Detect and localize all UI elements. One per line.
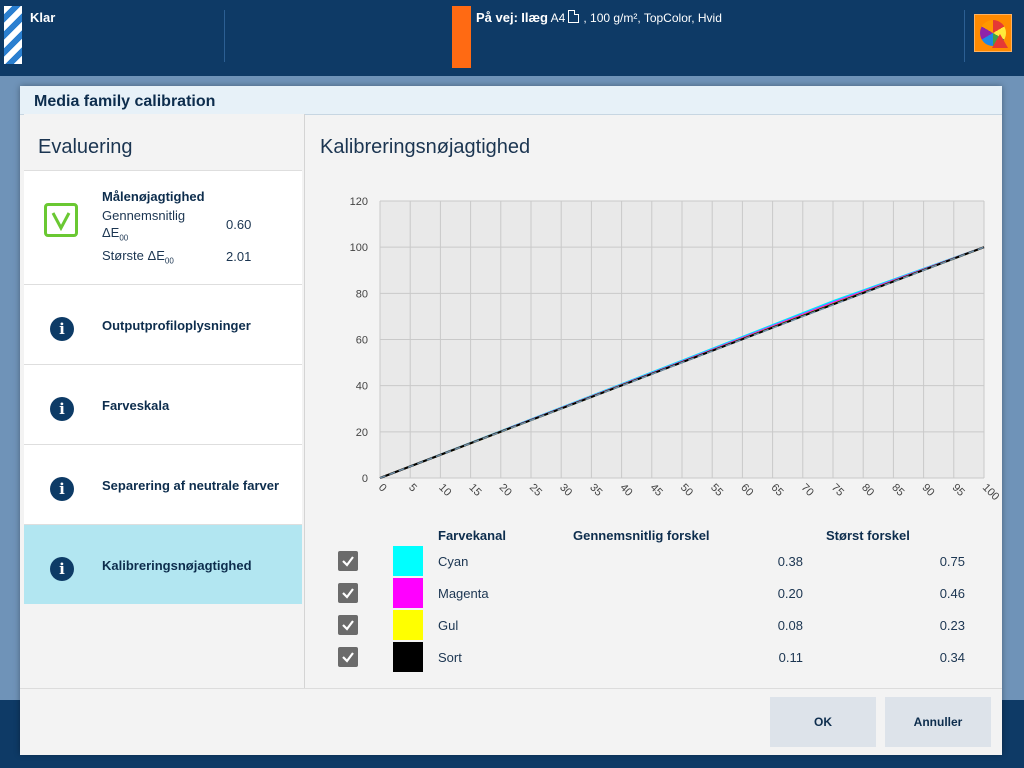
x-tick-label: 80: [859, 482, 876, 499]
x-tick-label: 70: [799, 482, 816, 499]
avg-delta-label-2: ΔE00: [102, 225, 129, 243]
check-icon: [44, 203, 78, 237]
sidebar-item-gamut[interactable]: i Farveskala: [24, 364, 302, 444]
col-header-max-diff: Størst forskel: [826, 528, 910, 543]
max-delta-label: Største ΔE00: [102, 248, 174, 266]
x-tick-label: 35: [587, 482, 604, 499]
printer-status-label: Klar: [30, 10, 56, 25]
avg-diff-value: 0.38: [777, 554, 803, 569]
channel-checkbox[interactable]: [338, 615, 358, 635]
job-details: , 100 g/m², TopColor, Hvid: [583, 11, 722, 25]
avg-diff-value: 0.08: [777, 618, 803, 633]
x-tick-label: 95: [950, 482, 967, 499]
channel-checkbox[interactable]: [338, 647, 358, 667]
sidebar-item-neutral-separation[interactable]: i Separering af neutrale farver: [24, 444, 302, 524]
top-status-bar: Klar På vej: Ilæg A4 , 100 g/m², TopColor…: [0, 0, 1024, 76]
info-icon: i: [50, 557, 74, 581]
x-tick-label: 60: [738, 482, 755, 499]
max-delta-value: 2.01: [226, 249, 252, 264]
max-diff-value: 0.34: [939, 650, 965, 665]
y-tick-label: 120: [350, 196, 368, 208]
sidebar-item-label: Separering af neutrale farver: [102, 478, 280, 493]
job-size: A4: [550, 11, 566, 25]
sidebar-heading: Evaluering: [38, 136, 133, 158]
channel-checkbox[interactable]: [338, 583, 358, 603]
max-diff-value: 0.75: [939, 554, 965, 569]
series-line: [379, 246, 985, 479]
printer-status-stripe-icon[interactable]: [4, 6, 22, 64]
dialog-footer: OK Annuller: [20, 688, 1002, 755]
channel-name: Magenta: [438, 586, 489, 601]
x-tick-label: 25: [527, 482, 544, 499]
y-tick-label: 0: [362, 473, 368, 485]
channel-name: Sort: [438, 650, 462, 665]
evaluation-sidebar: Evaluering Målenøjagtighed Gennemsnitlig…: [24, 114, 305, 688]
dialog-title-bar: Media family calibration: [20, 86, 1002, 115]
job-progress-marker: [452, 6, 471, 68]
max-diff-value: 0.46: [939, 586, 965, 601]
max-diff-value: 0.23: [939, 618, 965, 633]
divider: [964, 10, 965, 62]
content-title: Kalibreringsnøjagtighed: [320, 136, 531, 158]
x-tick-label: 40: [617, 482, 634, 499]
sidebar-item-calibration-accuracy[interactable]: i Kalibreringsnøjagtighed: [24, 524, 302, 604]
col-header-channel: Farvekanal: [438, 528, 506, 543]
y-tick-label: 40: [356, 381, 368, 393]
y-tick-label: 60: [356, 335, 368, 347]
x-tick-label: 0: [376, 482, 389, 495]
avg-diff-value: 0.11: [778, 650, 803, 665]
color-swatch: [393, 610, 423, 640]
x-tick-label: 45: [648, 482, 665, 499]
x-tick-label: 10: [436, 482, 453, 499]
y-tick-label: 20: [356, 427, 368, 439]
channel-checkbox[interactable]: [338, 551, 358, 571]
cancel-button[interactable]: Annuller: [885, 697, 991, 747]
info-icon: i: [50, 397, 74, 421]
x-tick-label: 50: [678, 482, 695, 499]
y-tick-label: 100: [350, 242, 368, 254]
x-tick-label: 5: [406, 482, 419, 495]
measurement-title: Målenøjagtighed: [102, 189, 205, 204]
y-tick-label: 80: [356, 288, 368, 300]
x-tick-label: 15: [466, 482, 483, 499]
calibration-accuracy-chart: 0 5 10 15 20 25 30 35 40 45 50 55 60 65 70 75 80 85 90 95 10…: [350, 196, 1000, 503]
color-swatch: [393, 546, 423, 576]
sidebar-item-label: Outputprofiloplysninger: [102, 318, 251, 333]
x-tick-label: 20: [497, 482, 514, 499]
document-icon: [568, 10, 580, 23]
media-family-calibration-dialog: Media family calibration Evaluering Måle…: [20, 86, 1002, 755]
x-tick-label: 100: [980, 482, 1000, 503]
sidebar-item-output-profile[interactable]: i Outputprofiloplysninger: [24, 284, 302, 364]
color-swatch: [393, 642, 423, 672]
x-tick-label: 55: [708, 482, 725, 499]
next-job-info[interactable]: På vej: Ilæg A4 , 100 g/m², TopColor, Hvi…: [476, 10, 722, 25]
x-tick-label: 75: [829, 482, 846, 499]
avg-diff-value: 0.20: [777, 586, 803, 601]
channel-name: Gul: [438, 618, 459, 633]
color-wheel-warning-icon[interactable]: [974, 14, 1012, 52]
job-prefix: På vej:: [476, 10, 518, 25]
x-tick-label: 90: [919, 482, 936, 499]
avg-delta-label: Gennemsnitlig: [102, 208, 186, 223]
sidebar-item-label: Farveskala: [102, 398, 170, 413]
color-swatch: [393, 578, 423, 608]
col-header-avg-diff: Gennemsnitlig forskel: [573, 528, 710, 543]
dialog-title: Media family calibration: [34, 93, 216, 110]
info-icon: i: [50, 477, 74, 501]
info-icon: i: [50, 317, 74, 341]
avg-delta-value: 0.60: [226, 217, 252, 232]
channel-name: Cyan: [438, 554, 469, 569]
sidebar-item-measurement-accuracy[interactable]: Målenøjagtighed Gennemsnitlig ΔE00 0.60 …: [24, 170, 302, 284]
x-tick-label: 85: [889, 482, 906, 499]
ok-button[interactable]: OK: [770, 697, 876, 747]
x-tick-label: 65: [768, 482, 785, 499]
x-tick-label: 30: [557, 482, 574, 499]
divider: [224, 10, 225, 62]
job-tray: Ilæg: [521, 10, 548, 25]
sidebar-item-label: Kalibreringsnøjagtighed: [102, 558, 252, 573]
